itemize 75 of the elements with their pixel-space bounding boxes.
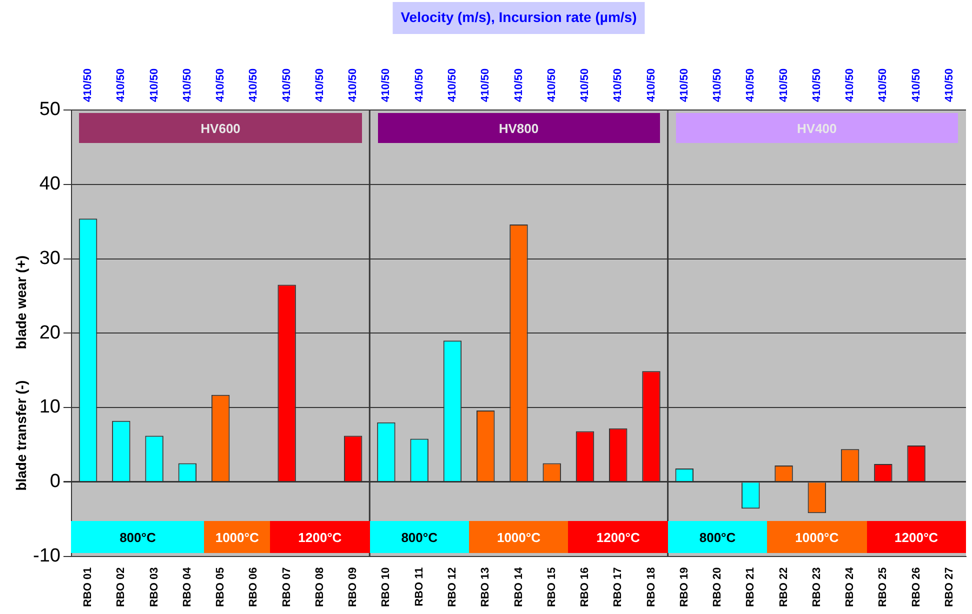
x-tick-label: RBO 24 [844, 566, 856, 608]
temperature-tag: 1200°C [866, 521, 966, 554]
text: 410/50 [280, 68, 293, 102]
text: 410/50 [82, 68, 94, 102]
text: 410/50 [480, 68, 492, 102]
y-tick-label: 30 [39, 248, 60, 269]
y-tick-label: 20 [39, 322, 60, 344]
text: 410/50 [844, 68, 856, 102]
text: 410/50 [380, 68, 392, 102]
temperature-tag: 800°C [370, 521, 470, 554]
y-tick-label: -10 [32, 546, 60, 566]
hardness-tag: HV800 [378, 113, 660, 143]
text: 410/50 [910, 68, 922, 102]
text: 410/50 [645, 68, 658, 102]
x-tick-label: RBO 18 [645, 567, 658, 608]
text: 410/50 [347, 68, 360, 102]
x-tick-label: RBO 23 [810, 567, 823, 608]
text: 410/50 [712, 68, 724, 102]
text: 410/50 [446, 68, 458, 102]
text: 410/50 [612, 68, 624, 102]
text: 410/50 [810, 68, 823, 102]
x-tick-label: RBO 19 [678, 567, 690, 608]
x-tick-label: RBO 10 [380, 567, 392, 608]
x-tick-label: RBO 08 [314, 567, 326, 608]
x-tick-label: RBO 09 [347, 567, 360, 608]
x-tick-label: RBO 11 [413, 567, 426, 606]
x-tick-label: RBO 05 [214, 567, 227, 608]
x-tick-label: RBO 14 [512, 566, 525, 608]
y-axis-title: blade transfer (-) blade wear (+) [12, 255, 29, 491]
x-tick-label: RBO 21 [744, 567, 757, 608]
x-tick-label: RBO 15 [546, 567, 558, 608]
temperature-tag: 800°C [668, 521, 768, 554]
temperature-tag: 1200°C [568, 521, 668, 554]
temperature-tag: 1000°C [767, 521, 867, 554]
x-tick-label: RBO 02 [115, 567, 128, 608]
x2-axis-title: Velocity (m/s), Incursion rate (µm/s) [400, 8, 637, 25]
text: 410/50 [148, 68, 160, 102]
x-tick-label: RBO 27 [943, 567, 956, 608]
y-tick-label: 0 [50, 471, 60, 492]
temperature-tag: 1200°C [270, 521, 370, 554]
text: 410/50 [778, 68, 790, 102]
text: 410/50 [943, 68, 956, 102]
x-tick-label: RBO 25 [877, 567, 890, 608]
text: 410/50 [546, 68, 558, 102]
y-tick-label: 50 [39, 99, 60, 120]
temperature-tag: 800°C [71, 521, 204, 554]
x-tick-label: RBO 06 [248, 567, 260, 608]
temperature-tag: 1000°C [204, 521, 270, 554]
x-tick-label: RBO 07 [280, 567, 293, 608]
x-tick-label: RBO 20 [712, 567, 724, 608]
y-tick-label: 40 [39, 174, 60, 195]
text: 410/50 [512, 68, 525, 102]
x-tick-label: RBO 26 [910, 567, 922, 608]
hardness-tag: HV600 [79, 113, 362, 143]
text: 410/50 [413, 68, 426, 102]
x-tick-label: RBO 03 [148, 567, 160, 608]
x-tick-label: RBO 16 [579, 567, 592, 608]
x-tick-label: RBO 01 [82, 567, 94, 608]
x-tick-label: RBO 13 [480, 567, 492, 608]
text: 410/50 [678, 68, 690, 102]
text: 410/50 [877, 68, 890, 102]
hardness-tag: HV400 [676, 113, 958, 143]
x-tick-label: RBO 17 [612, 567, 624, 608]
text: 410/50 [248, 68, 260, 102]
x-tick-label: RBO 22 [778, 567, 790, 608]
y-tick-label: 10 [39, 396, 60, 418]
text: 410/50 [214, 68, 227, 102]
x-tick-label: RBO 12 [446, 567, 458, 608]
temperature-tag: 1000°C [469, 521, 568, 554]
text: 410/50 [579, 68, 592, 102]
x-tick-label: RBO 04 [181, 566, 194, 608]
text: 410/50 [115, 68, 128, 102]
text: 410/50 [181, 68, 194, 102]
text: 410/50 [744, 68, 757, 102]
text: 410/50 [314, 68, 326, 102]
